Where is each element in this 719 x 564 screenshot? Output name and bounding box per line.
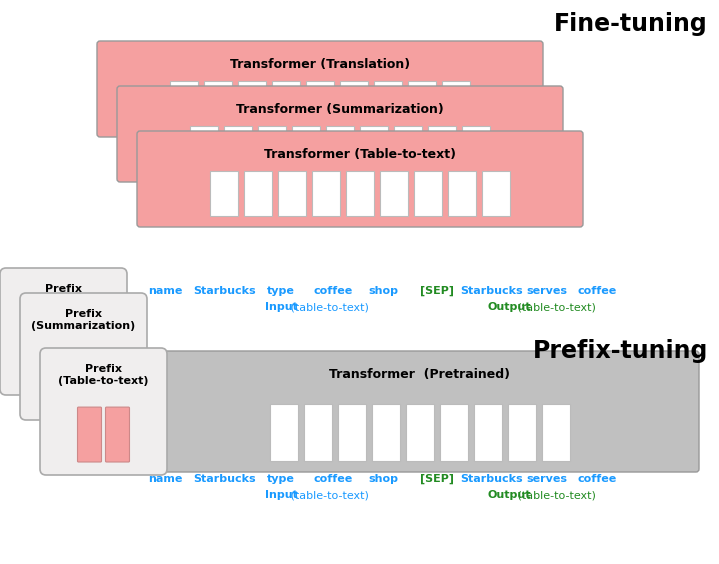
Bar <box>474 403 501 461</box>
Bar <box>346 171 374 216</box>
Bar <box>292 126 320 171</box>
Bar <box>508 403 536 461</box>
Text: Output: Output <box>488 302 531 312</box>
Text: coffee: coffee <box>313 286 352 296</box>
FancyBboxPatch shape <box>137 131 583 227</box>
Text: Prefix-tuning: Prefix-tuning <box>533 339 708 363</box>
Text: Prefix
(Summarization): Prefix (Summarization) <box>32 309 136 331</box>
Bar <box>238 81 266 126</box>
Bar <box>258 126 286 171</box>
Text: Transformer (Translation): Transformer (Translation) <box>230 58 410 71</box>
FancyBboxPatch shape <box>0 268 127 395</box>
FancyBboxPatch shape <box>78 407 101 462</box>
Bar <box>406 403 434 461</box>
Bar <box>394 126 422 171</box>
Bar <box>372 403 400 461</box>
Bar <box>337 403 365 461</box>
Text: name: name <box>148 474 182 484</box>
Bar <box>541 403 569 461</box>
Text: coffee: coffee <box>313 474 352 484</box>
Text: serves: serves <box>526 286 567 296</box>
FancyBboxPatch shape <box>40 348 167 475</box>
Text: shop: shop <box>368 286 398 296</box>
Bar <box>204 81 232 126</box>
Bar <box>190 126 218 171</box>
Text: Prefix
(Table-to-text): Prefix (Table-to-text) <box>58 364 149 386</box>
Text: Input: Input <box>265 302 298 312</box>
Bar <box>448 171 476 216</box>
Text: Transformer  (Pretrained): Transformer (Pretrained) <box>329 368 510 381</box>
Bar <box>340 81 368 126</box>
Text: coffee: coffee <box>577 286 617 296</box>
Text: Transformer (Summarization): Transformer (Summarization) <box>236 103 444 116</box>
Bar <box>428 126 456 171</box>
Text: Input: Input <box>265 490 298 500</box>
Text: type: type <box>267 474 295 484</box>
Bar <box>482 171 510 216</box>
Text: [SEP]: [SEP] <box>420 474 454 484</box>
FancyBboxPatch shape <box>37 327 62 382</box>
FancyBboxPatch shape <box>140 351 699 472</box>
Text: shop: shop <box>368 474 398 484</box>
Bar <box>303 403 331 461</box>
Bar <box>414 171 442 216</box>
FancyBboxPatch shape <box>117 86 563 182</box>
FancyBboxPatch shape <box>86 352 109 407</box>
Text: Starbucks: Starbucks <box>461 286 523 296</box>
Text: Output: Output <box>488 490 531 500</box>
Text: Fine-tuning: Fine-tuning <box>554 12 708 36</box>
Bar <box>380 171 408 216</box>
Text: coffee: coffee <box>577 474 617 484</box>
Text: [SEP]: [SEP] <box>420 286 454 296</box>
Bar <box>360 126 388 171</box>
Bar <box>170 81 198 126</box>
Text: name: name <box>148 286 182 296</box>
Text: Starbucks: Starbucks <box>193 474 256 484</box>
Bar <box>278 171 306 216</box>
Text: type: type <box>267 286 295 296</box>
Text: (table-to-text): (table-to-text) <box>514 302 596 312</box>
Text: Starbucks: Starbucks <box>461 474 523 484</box>
Bar <box>442 81 470 126</box>
Bar <box>306 81 334 126</box>
Text: Transformer (Table-to-text): Transformer (Table-to-text) <box>264 148 456 161</box>
Bar <box>312 171 340 216</box>
Bar <box>210 171 238 216</box>
FancyBboxPatch shape <box>106 407 129 462</box>
Bar <box>270 403 298 461</box>
Text: Prefix
(Translation): Prefix (Translation) <box>24 284 104 306</box>
Bar <box>408 81 436 126</box>
Text: serves: serves <box>526 474 567 484</box>
Bar <box>244 171 272 216</box>
Text: (table-to-text): (table-to-text) <box>514 490 596 500</box>
FancyBboxPatch shape <box>97 41 543 137</box>
FancyBboxPatch shape <box>65 327 89 382</box>
Bar <box>462 126 490 171</box>
Text: (table-to-text): (table-to-text) <box>287 490 369 500</box>
Bar <box>326 126 354 171</box>
Bar <box>439 403 467 461</box>
FancyBboxPatch shape <box>58 352 81 407</box>
Text: Starbucks: Starbucks <box>193 286 256 296</box>
Text: (table-to-text): (table-to-text) <box>287 302 369 312</box>
Bar <box>272 81 300 126</box>
Bar <box>374 81 402 126</box>
FancyBboxPatch shape <box>20 293 147 420</box>
Bar <box>224 126 252 171</box>
